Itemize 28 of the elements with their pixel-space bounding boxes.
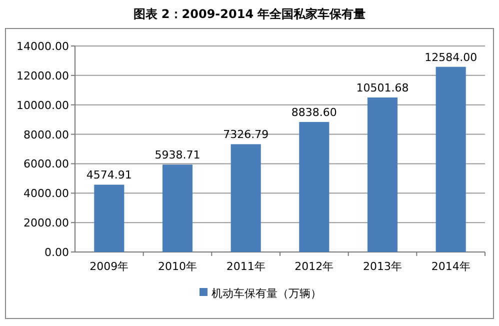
y-tick-label: 14000.00	[16, 40, 69, 53]
data-label: 5938.71	[154, 148, 200, 162]
y-tick-label: 10000.00	[16, 98, 69, 112]
y-tick-label: 2000.00	[24, 216, 69, 230]
y-tick-label: 12000.00	[16, 69, 69, 82]
bar	[299, 122, 330, 252]
bar	[367, 97, 398, 252]
bar	[230, 144, 261, 252]
y-tick-label: 0.00	[44, 246, 69, 259]
y-tick-label: 8000.00	[24, 128, 69, 142]
y-tick-label: 6000.00	[24, 158, 69, 171]
bar	[436, 66, 466, 252]
x-tick-label: 2014年	[431, 260, 470, 273]
bar	[162, 164, 193, 252]
x-tick-label: 2012年	[294, 260, 334, 273]
data-label: 12584.00	[424, 50, 478, 64]
x-tick-label: 2010年	[158, 260, 197, 273]
bar	[94, 184, 124, 252]
y-tick-label: 4000.00	[24, 187, 69, 200]
x-tick-label: 2011年	[226, 260, 266, 273]
data-label: 10501.68	[356, 81, 409, 94]
data-label: 4574.91	[86, 168, 132, 182]
data-label: 8838.60	[291, 106, 337, 119]
data-label: 7326.79	[223, 128, 269, 142]
legend-label: 机动车保有量（万辆）	[212, 287, 322, 300]
x-tick-label: 2013年	[363, 260, 402, 273]
chart-title: 图表 2：2009-2014 年全国私家车保有量	[133, 7, 366, 21]
x-tick-label: 2009年	[90, 260, 129, 273]
